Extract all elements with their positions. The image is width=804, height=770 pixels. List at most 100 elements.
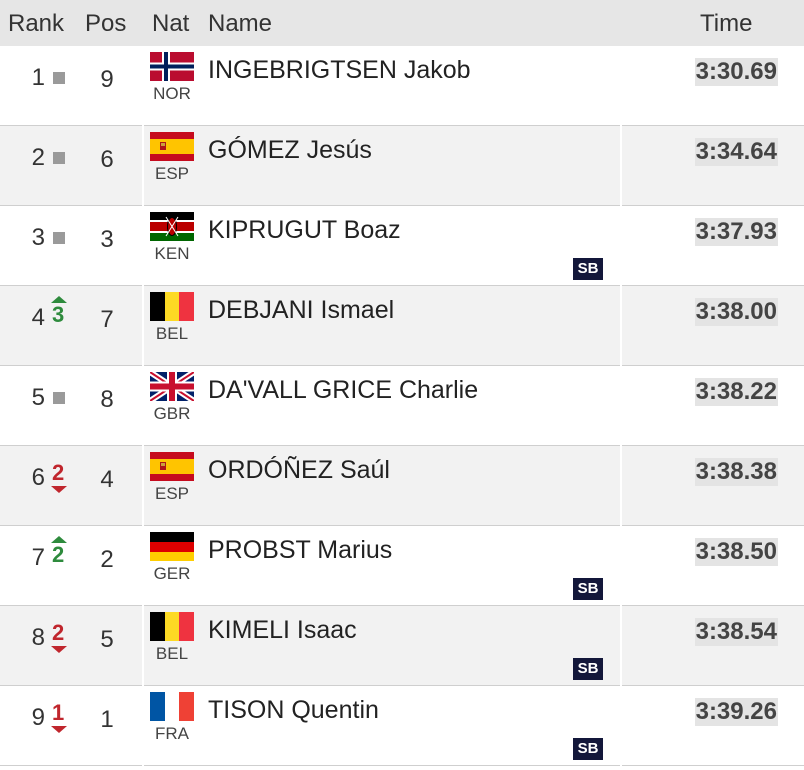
start-position: 3 xyxy=(100,226,114,253)
flag-image xyxy=(150,452,194,481)
start-position: 5 xyxy=(100,626,114,653)
flag-image xyxy=(150,292,194,321)
nationality: GER xyxy=(153,564,191,583)
nationality: BEL xyxy=(155,644,189,663)
rank-change: 1 xyxy=(52,700,65,725)
column-separator xyxy=(142,446,144,526)
column-separator xyxy=(620,206,622,286)
column-separator xyxy=(620,286,622,366)
column-separator xyxy=(620,46,622,126)
athlete-name: GÓMEZ Jesús xyxy=(208,136,372,164)
athlete-name: PROBST Marius xyxy=(208,536,393,564)
table-row: 2 6 ESP GÓMEZ Jesús 3:34.64 xyxy=(0,126,804,206)
header-time: Time xyxy=(700,10,753,37)
column-separator xyxy=(620,446,622,526)
rank-change: 2 xyxy=(52,620,65,645)
rank: 3 xyxy=(31,224,45,251)
finish-time: 3:38.50 xyxy=(694,538,778,566)
athlete-name: KIPRUGUT Boaz xyxy=(208,216,401,244)
flag xyxy=(148,369,196,404)
rank-unchanged-icon xyxy=(53,232,65,244)
column-separator xyxy=(620,126,622,206)
table-row: 1 9 NOR INGEBRIGTSEN Jakob 3:30.69 xyxy=(0,46,804,126)
column-separator xyxy=(142,366,144,446)
finish-time: 3:38.22 xyxy=(694,378,778,406)
season-best-badge: SB xyxy=(573,738,603,760)
nationality: ESP xyxy=(154,484,190,503)
rank-change: 2 xyxy=(52,460,65,485)
finish-time: 3:34.64 xyxy=(694,138,778,166)
finish-time: 3:38.54 xyxy=(694,618,778,646)
table-row: 3 3 KEN KIPRUGUT Boaz 3:37.93 SB xyxy=(0,206,804,286)
header-name: Name xyxy=(208,10,273,37)
column-separator xyxy=(142,46,144,126)
athlete-name: DEBJANI Ismael xyxy=(208,296,395,324)
season-best-badge: SB xyxy=(573,658,603,680)
rank-up-arrow xyxy=(51,536,67,543)
rank-change: 3 xyxy=(52,302,65,327)
start-position: 7 xyxy=(100,306,114,333)
flag-image xyxy=(150,532,194,561)
rank: 4 xyxy=(31,304,45,331)
table-row: 4 3 7 BEL DEBJANI Ismael 3:38.00 xyxy=(0,286,804,366)
rank-unchanged-icon xyxy=(53,152,65,164)
column-separator xyxy=(620,526,622,606)
table-row: 8 2 5 BEL KIMELI Isaac 3:38.54 SB xyxy=(0,606,804,686)
rank: 2 xyxy=(31,144,45,171)
flag-image xyxy=(150,692,194,721)
flag xyxy=(150,612,194,641)
nationality: KEN xyxy=(154,244,190,263)
column-separator xyxy=(620,606,622,686)
flag xyxy=(150,452,194,481)
finish-time: 3:39.26 xyxy=(694,698,778,726)
column-separator xyxy=(142,526,144,606)
season-best-badge: SB xyxy=(573,258,603,280)
column-separator xyxy=(142,206,144,286)
table-row: 6 2 4 ESP ORDÓÑEZ Saúl 3:38.38 xyxy=(0,446,804,526)
nationality: NOR xyxy=(153,84,191,103)
column-separator xyxy=(142,286,144,366)
rank: 9 xyxy=(31,704,45,731)
start-position: 2 xyxy=(100,546,114,573)
flag-image xyxy=(150,212,194,241)
column-separator xyxy=(142,126,144,206)
rank-down-arrow xyxy=(51,726,67,733)
rank: 6 xyxy=(31,464,45,491)
flag xyxy=(150,292,194,321)
table-row: 9 1 1 FRA TISON Quentin 3:39.26 SB xyxy=(0,686,804,766)
column-separator xyxy=(142,686,144,766)
athlete-name: KIMELI Isaac xyxy=(208,616,357,644)
start-position: 9 xyxy=(100,66,114,93)
rank: 1 xyxy=(31,64,45,91)
flag-image xyxy=(150,132,194,161)
athlete-name: ORDÓÑEZ Saúl xyxy=(208,456,390,484)
table-row: 7 2 2 GER PROBST Marius 3:38.50 SB xyxy=(0,526,804,606)
flag xyxy=(150,212,194,241)
nationality: BEL xyxy=(155,324,189,343)
start-position: 6 xyxy=(100,146,114,173)
season-best-badge: SB xyxy=(573,578,603,600)
header-nat: Nat xyxy=(152,10,190,37)
rank-down-arrow xyxy=(51,486,67,493)
flag-image xyxy=(150,612,194,641)
header-rank: Rank xyxy=(8,10,65,37)
flag xyxy=(150,132,194,161)
finish-time: 3:37.93 xyxy=(694,218,778,246)
finish-time: 3:30.69 xyxy=(694,58,778,86)
start-position: 1 xyxy=(100,706,114,733)
table-header: Rank Pos Nat Name Time xyxy=(0,0,804,46)
header-pos: Pos xyxy=(85,10,127,37)
athlete-name: INGEBRIGTSEN Jakob xyxy=(208,56,471,84)
flag-image xyxy=(148,369,196,404)
rank-change: 2 xyxy=(52,542,65,567)
flag xyxy=(150,692,194,721)
finish-time: 3:38.38 xyxy=(694,458,778,486)
table-row: 5 8 GBR DA'VALL GRICE Charlie 3:38.22 xyxy=(0,366,804,446)
flag xyxy=(150,52,194,81)
start-position: 4 xyxy=(100,466,114,493)
flag-image xyxy=(150,52,194,81)
start-position: 8 xyxy=(100,386,114,413)
rank: 7 xyxy=(31,544,45,571)
flag xyxy=(150,532,194,561)
rank-up-arrow xyxy=(51,296,67,303)
